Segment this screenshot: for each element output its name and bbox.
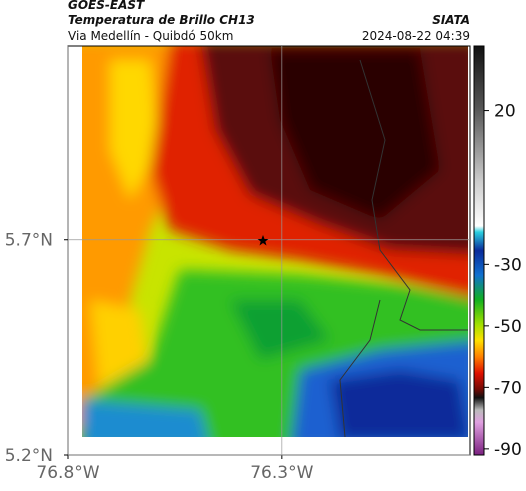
- colorbar-label: -30: [494, 255, 522, 275]
- x-tick-label: 76.8°W: [36, 463, 99, 483]
- colorbar: [473, 45, 485, 456]
- temperature-image: [82, 46, 468, 437]
- colorbar-label: -50: [494, 317, 522, 337]
- y-tick-label: 5.7°N: [5, 231, 53, 251]
- location-marker: [257, 235, 269, 246]
- header: GOES-EAST Temperatura de Brillo CH13 Via…: [68, 0, 470, 43]
- source: SIATA: [432, 13, 470, 27]
- region: Via Medellín - Quibdó 50km: [68, 29, 233, 43]
- title: GOES-EAST: [68, 0, 145, 12]
- y-tick-label: 5.2°N: [5, 446, 53, 466]
- x-tick-label: 76.3°W: [250, 463, 313, 483]
- colorbar-label: -90: [494, 440, 522, 460]
- colorbar-label: -70: [494, 378, 522, 398]
- subtitle: Temperatura de Brillo CH13: [68, 13, 255, 27]
- colorbar-label: 20: [494, 102, 516, 122]
- datetime: 2024-08-22 04:39: [362, 29, 470, 43]
- axes: 76.8°W 76.3°W 5.7°N 5.2°N 20 -30 -50 -70 -90: [5, 46, 522, 483]
